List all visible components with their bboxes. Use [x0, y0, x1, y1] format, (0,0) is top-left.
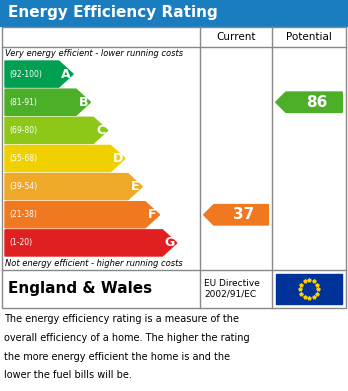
Text: (69-80): (69-80)	[9, 126, 37, 135]
Bar	[276, 274, 342, 304]
Polygon shape	[5, 61, 73, 87]
Polygon shape	[5, 145, 125, 172]
Text: the more energy efficient the home is and the: the more energy efficient the home is an…	[4, 352, 230, 362]
Text: (81-91): (81-91)	[9, 98, 37, 107]
Text: EU Directive: EU Directive	[204, 280, 260, 289]
Text: B: B	[79, 96, 88, 109]
Bar	[2, 27, 346, 308]
Text: Energy Efficiency Rating: Energy Efficiency Rating	[8, 5, 218, 20]
Polygon shape	[5, 174, 142, 200]
Text: (92-100): (92-100)	[9, 70, 42, 79]
Text: lower the fuel bills will be.: lower the fuel bills will be.	[4, 370, 132, 380]
Text: Current: Current	[216, 32, 256, 42]
Text: Very energy efficient - lower running costs: Very energy efficient - lower running co…	[5, 49, 183, 58]
Polygon shape	[276, 92, 342, 112]
Bar	[0, 0, 348, 26]
Text: England & Wales: England & Wales	[8, 282, 152, 296]
Text: C: C	[96, 124, 105, 137]
Polygon shape	[5, 202, 159, 228]
Text: E: E	[131, 180, 139, 193]
Text: The energy efficiency rating is a measure of the: The energy efficiency rating is a measur…	[4, 314, 239, 324]
Text: A: A	[61, 68, 71, 81]
Polygon shape	[5, 230, 177, 256]
Text: (1-20): (1-20)	[9, 239, 32, 248]
Text: (39-54): (39-54)	[9, 182, 37, 191]
Text: F: F	[148, 208, 157, 221]
Text: 37: 37	[233, 207, 254, 222]
Text: G: G	[165, 237, 175, 249]
Polygon shape	[5, 89, 90, 115]
Text: (55-68): (55-68)	[9, 154, 37, 163]
Text: Potential: Potential	[286, 32, 332, 42]
Text: 2002/91/EC: 2002/91/EC	[204, 289, 256, 298]
Text: Not energy efficient - higher running costs: Not energy efficient - higher running co…	[5, 259, 183, 268]
Polygon shape	[204, 204, 268, 225]
Text: D: D	[113, 152, 123, 165]
Text: (21-38): (21-38)	[9, 210, 37, 219]
Polygon shape	[5, 117, 108, 143]
Text: 86: 86	[306, 95, 327, 110]
Text: overall efficiency of a home. The higher the rating: overall efficiency of a home. The higher…	[4, 333, 250, 343]
